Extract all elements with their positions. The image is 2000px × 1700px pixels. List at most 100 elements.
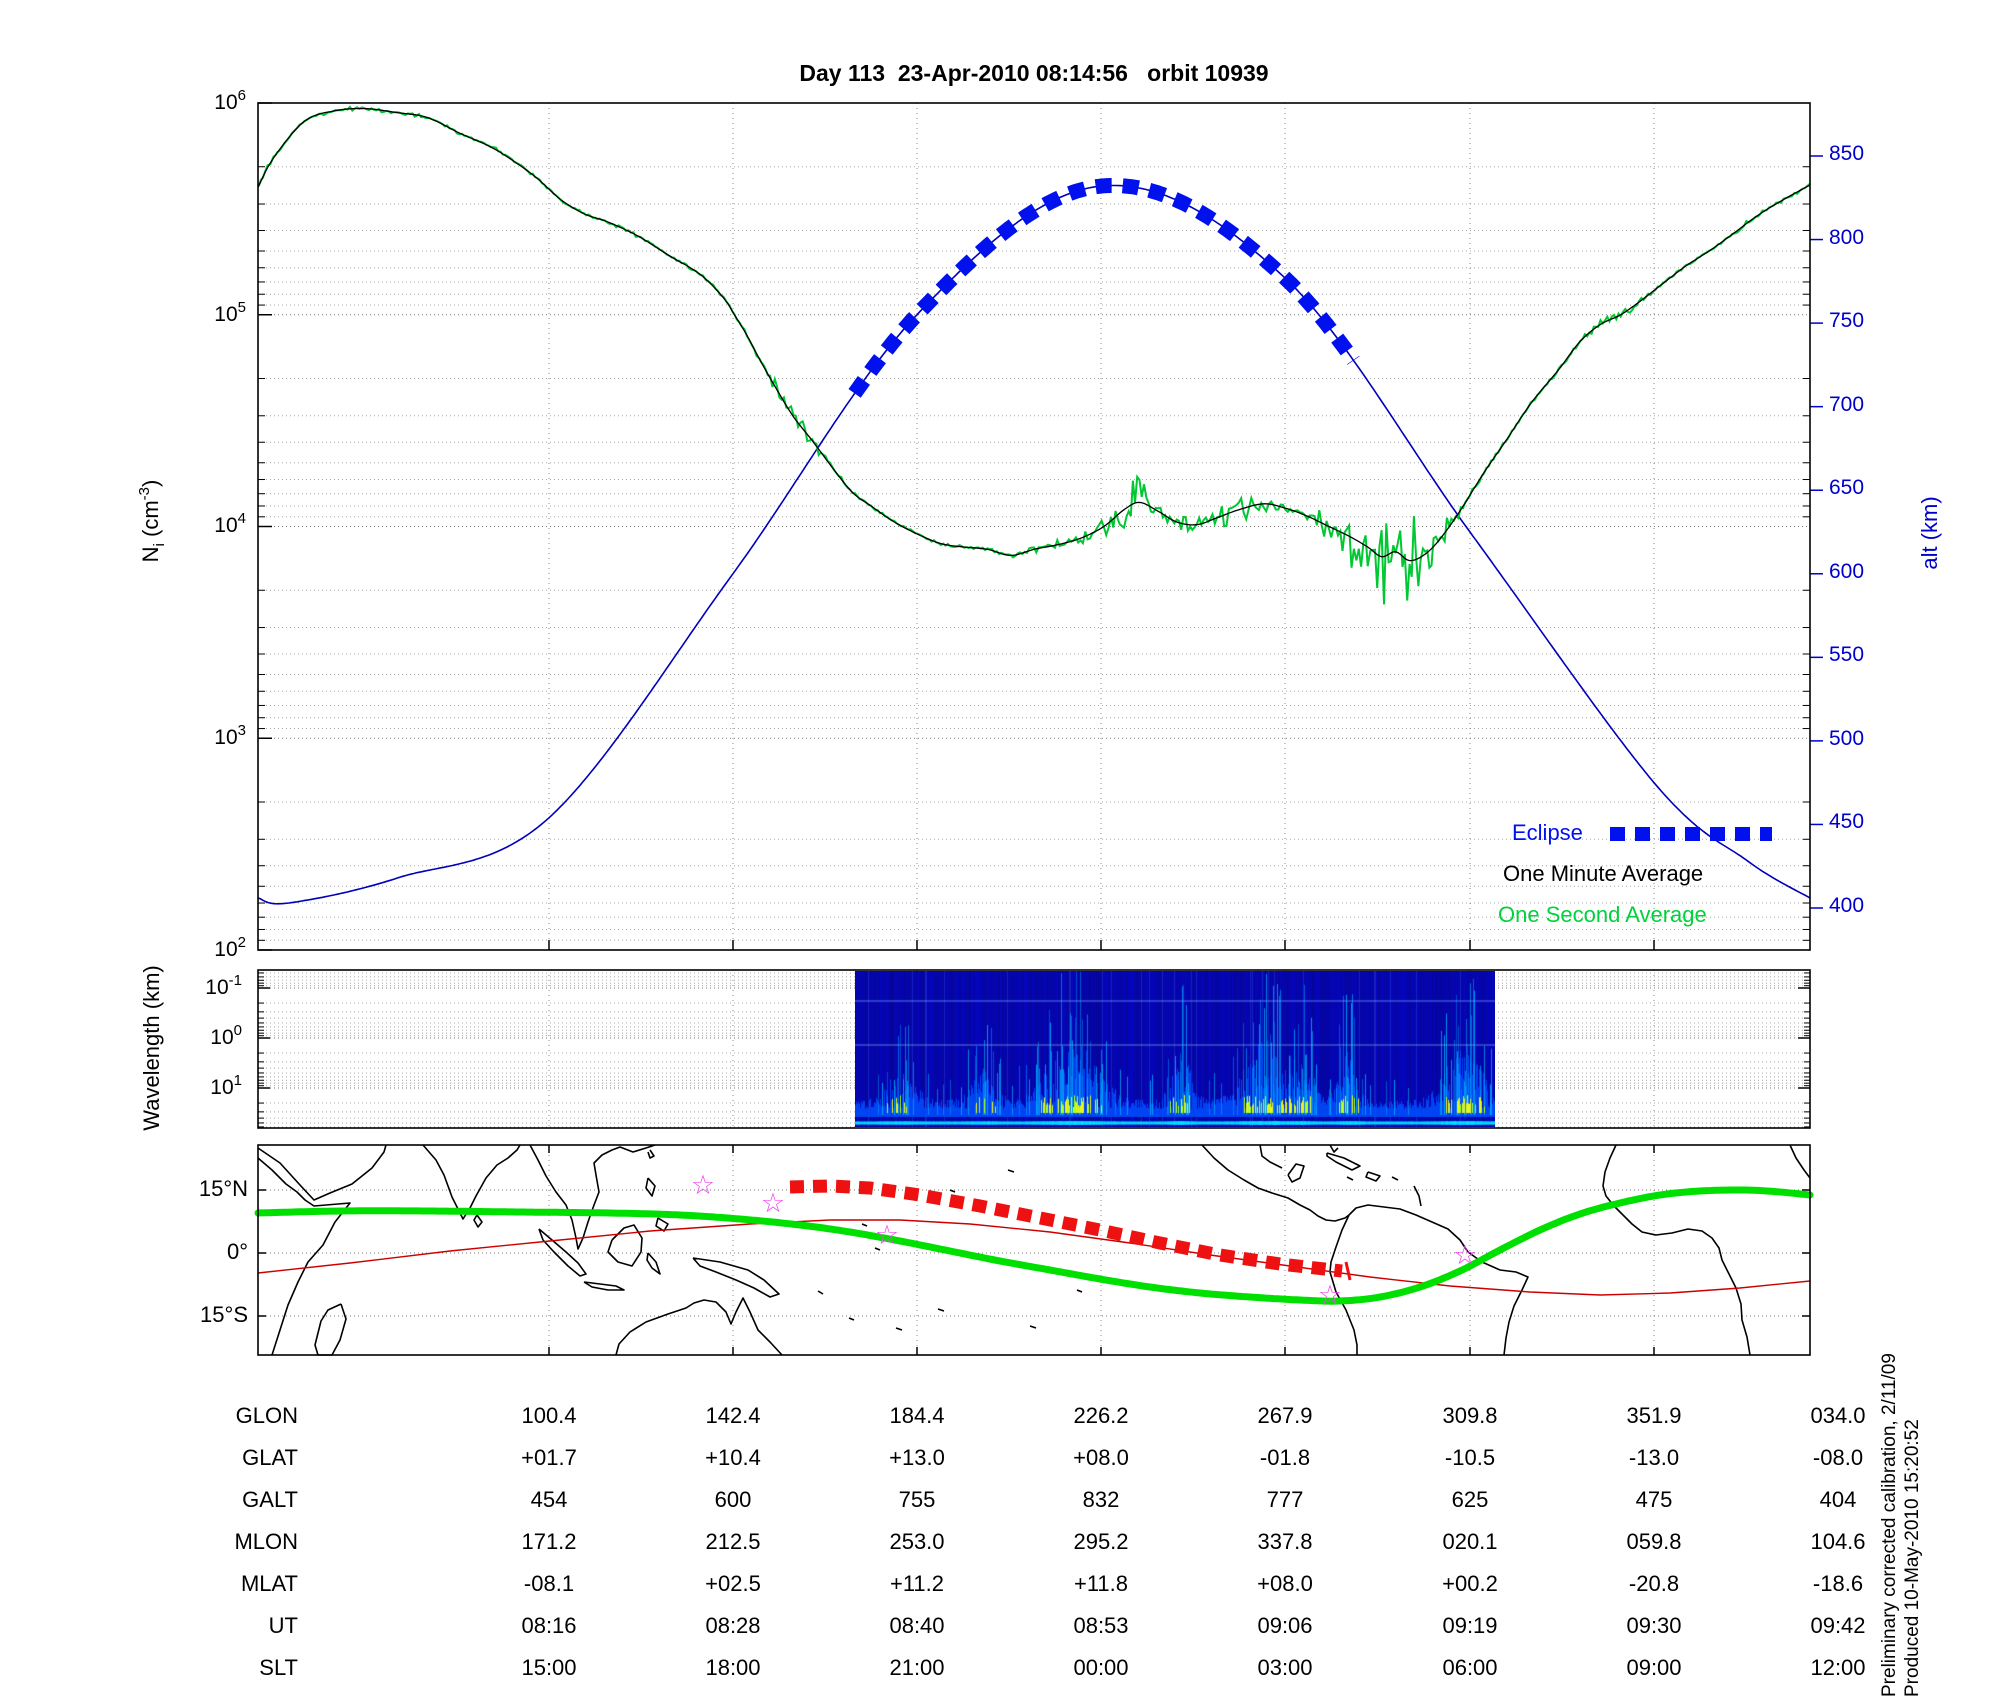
table-cell-galt-7: 404 (1819, 1487, 1857, 1512)
alt-tick-550: 550 (1829, 643, 1865, 667)
table-cell-glon-4: 267.9 (1257, 1403, 1313, 1428)
table-cell-ut-2: 08:40 (889, 1613, 945, 1638)
table-cell-mlon-1: 212.5 (705, 1529, 761, 1554)
table-cell-mlon-0: 171.2 (521, 1529, 577, 1554)
table-cell-ut-3: 08:53 (1073, 1613, 1129, 1638)
table-cell-galt-4: 777 (1266, 1487, 1304, 1512)
table-cell-slt-4: 03:00 (1257, 1655, 1313, 1680)
table-cell-galt-3: 832 (1082, 1487, 1120, 1512)
table-cell-mlat-7: -18.6 (1812, 1571, 1864, 1596)
coastline (257, 1144, 387, 1201)
table-row-label-mlon: MLON (234, 1529, 298, 1554)
alt-axis-label: alt (km) (1917, 496, 1942, 570)
alt-tick-800: 800 (1829, 225, 1865, 249)
coastline (422, 1144, 521, 1220)
ni-one-minute-curve (257, 107, 1811, 562)
table-cell-glon-0: 100.4 (521, 1403, 577, 1428)
table-row-label-slt: SLT (259, 1655, 298, 1680)
coastline (1348, 1204, 1529, 1356)
table-row-label-mlat: MLAT (240, 1571, 298, 1596)
table-cell-galt-1: 600 (714, 1487, 752, 1512)
wl-tick-1e1: 101 (210, 1072, 242, 1099)
legend-one-minute-label: One Minute Average (1503, 861, 1704, 886)
ground-track-line (254, 1186, 1814, 1305)
table-cell-mlon-5: 020.1 (1442, 1529, 1498, 1554)
production-note: Preliminary corrected calibration, 2/11/… (1878, 1353, 1924, 1697)
table-cell-slt-5: 06:00 (1442, 1655, 1498, 1680)
alt-tick-600: 600 (1829, 559, 1865, 583)
coastline (473, 1214, 483, 1228)
coastline (1329, 1214, 1358, 1355)
coastline (647, 1149, 655, 1159)
legend-one-second-label: One Second Average (1498, 902, 1707, 927)
plot-title: Day 113 23-Apr-2010 08:14:56 orbit 10939 (799, 60, 1269, 86)
panel-frame (257, 102, 1811, 951)
table-cell-glon-1: 142.4 (705, 1403, 761, 1428)
ground-station-star: ☆ (691, 1170, 715, 1200)
coastline (583, 1281, 625, 1291)
table-cell-mlon-2: 253.0 (889, 1529, 945, 1554)
map-lat-15n: 15°N (198, 1176, 248, 1201)
table-cell-slt-2: 21:00 (889, 1655, 945, 1680)
coastline (874, 1247, 881, 1251)
table-cell-glat-4: -01.8 (1259, 1445, 1311, 1470)
spectrogram-image (855, 971, 1495, 1127)
production-note-line2: Produced 10-May-2010 15:20:52 (1902, 1419, 1923, 1697)
ni-tick-1e4: 104 (214, 510, 246, 537)
coastline (1413, 1185, 1422, 1207)
table-row-label-glat: GLAT (242, 1445, 298, 1470)
coastline (1076, 1289, 1083, 1293)
table-cell-ut-5: 09:19 (1442, 1613, 1498, 1638)
coastline (1789, 1144, 1811, 1179)
wl-tick-1e0: 100 (210, 1022, 242, 1049)
ni-axis-label: Ni (cm-3) (136, 479, 168, 563)
coastline (615, 1297, 783, 1356)
coastline (949, 1189, 956, 1193)
table-cell-mlat-0: -08.1 (523, 1571, 575, 1596)
panel-frame (257, 1144, 1811, 1356)
alt-tick-700: 700 (1829, 392, 1865, 416)
ground-station-star: ☆ (761, 1188, 785, 1218)
ground-station-star: ☆ (875, 1220, 899, 1250)
table-cell-mlat-6: -20.8 (1628, 1571, 1680, 1596)
coastline (538, 1228, 587, 1277)
table-cell-slt-6: 09:00 (1626, 1655, 1682, 1680)
table-cell-galt-2: 755 (898, 1487, 936, 1512)
table-cell-mlat-5: +00.2 (1442, 1571, 1498, 1596)
coastline (1391, 1176, 1399, 1181)
table-cell-galt-0: 454 (530, 1487, 568, 1512)
table-cell-glat-7: -08.0 (1812, 1445, 1864, 1470)
table-row-label-ut: UT (268, 1613, 298, 1638)
coastline (1346, 1176, 1354, 1181)
ni-tick-1e5: 105 (214, 299, 246, 326)
alt-tick-450: 450 (1829, 810, 1865, 834)
table-cell-mlon-6: 059.8 (1626, 1529, 1682, 1554)
table-cell-glat-5: -10.5 (1444, 1445, 1496, 1470)
coastline (1201, 1144, 1350, 1222)
table-row-label-galt: GALT (242, 1487, 298, 1512)
eclipse-segment-end-tick (1344, 1261, 1352, 1281)
table-cell-ut-7: 09:42 (1810, 1613, 1866, 1638)
alt-tick-850: 850 (1829, 142, 1865, 165)
table-cell-glon-6: 351.9 (1626, 1403, 1682, 1428)
table-cell-ut-6: 09:30 (1626, 1613, 1682, 1638)
table-cell-glat-0: +01.7 (521, 1445, 577, 1470)
wl-tick-1e-1: 10-1 (205, 972, 242, 999)
coastline (1365, 1171, 1381, 1182)
ni-tick-1e3: 103 (214, 722, 246, 749)
alt-tick-750: 750 (1829, 309, 1865, 333)
table-cell-glon-7: 034.0 (1810, 1403, 1866, 1428)
coastline (1259, 1144, 1283, 1169)
table-cell-mlat-2: +11.2 (889, 1571, 945, 1596)
coastline (1007, 1169, 1015, 1173)
coastline (646, 1252, 661, 1275)
coastline (937, 1308, 945, 1312)
panel-frame (257, 969, 1811, 1129)
coastline (848, 1317, 855, 1321)
table-cell-mlon-4: 337.8 (1257, 1529, 1313, 1554)
legend-eclipse-label: Eclipse (1512, 820, 1583, 845)
table-cell-galt-5: 625 (1451, 1487, 1489, 1512)
table-cell-glon-3: 226.2 (1073, 1403, 1129, 1428)
